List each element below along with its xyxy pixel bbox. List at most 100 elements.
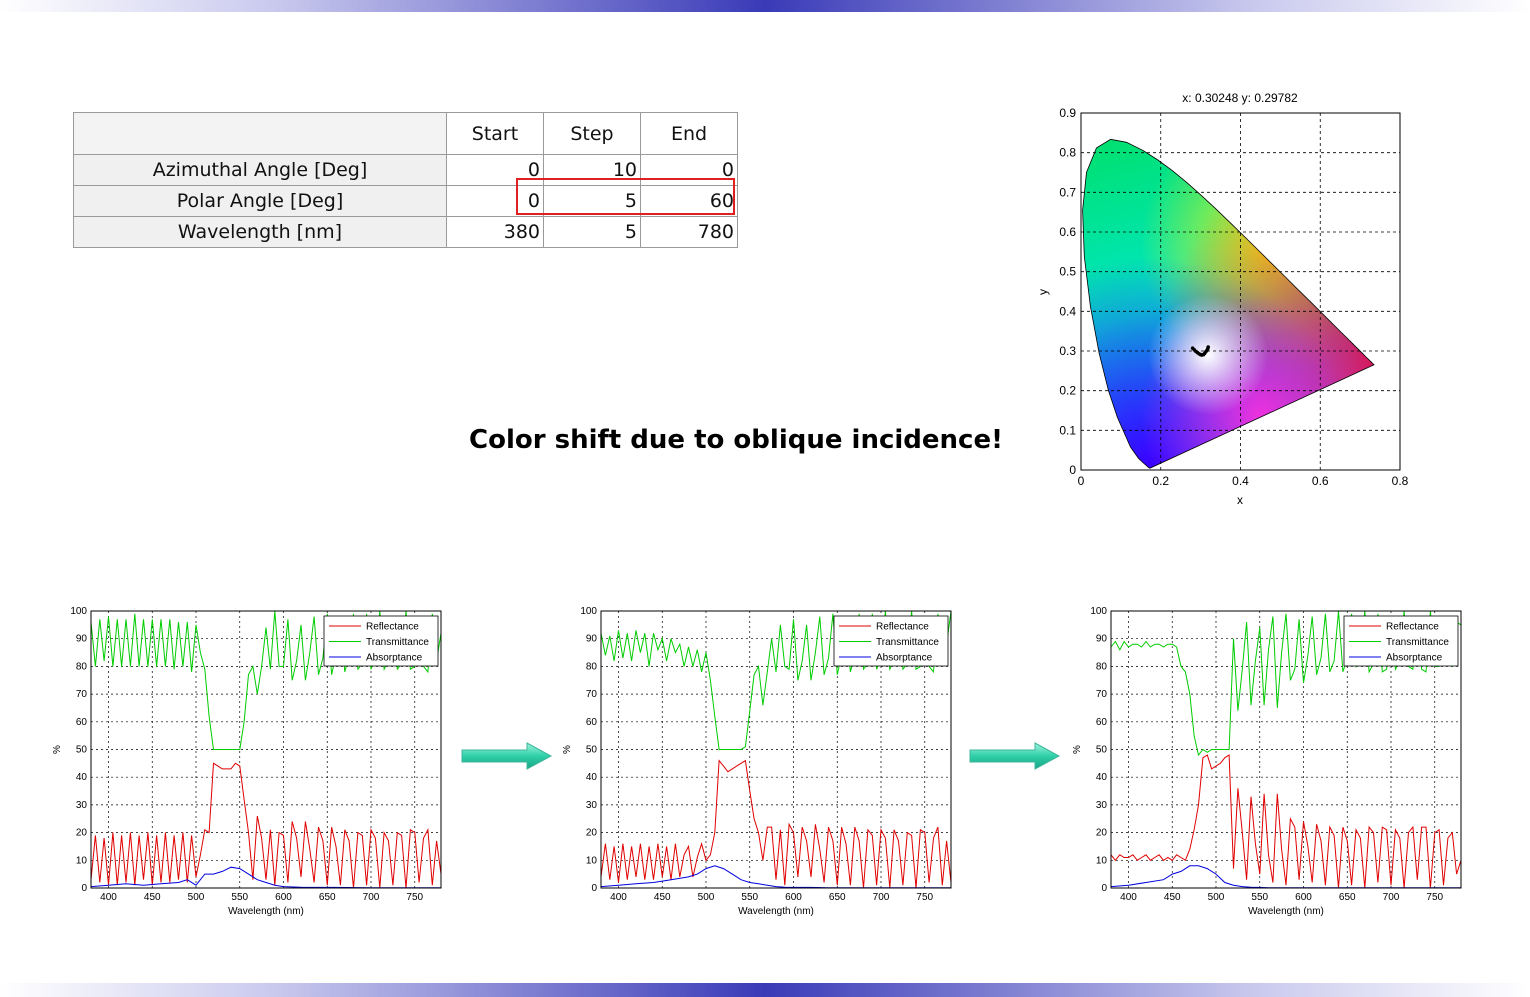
y-tick-label: 60 <box>1096 717 1108 728</box>
axes-frame <box>90 610 442 889</box>
x-tick-label: 650 <box>829 892 846 903</box>
azimuthal-end-cell[interactable]: 0 <box>640 154 738 186</box>
cie-x-tick-label: 0.4 <box>1232 474 1249 488</box>
parameter-table: Start Step End Azimuthal Angle [Deg] 0 1… <box>73 112 738 248</box>
cie-y-tick-label: 0.1 <box>1059 423 1076 437</box>
y-axis-label: % <box>52 745 63 754</box>
x-tick-label: 600 <box>1295 892 1312 903</box>
chromaticity-point <box>1206 345 1211 349</box>
legend-entry: Transmittance <box>876 637 939 648</box>
y-tick-label: 70 <box>586 689 598 700</box>
cie-x-tick-label: 0.2 <box>1152 474 1169 488</box>
x-tick-label: 400 <box>100 892 117 903</box>
x-tick-label: 550 <box>1251 892 1268 903</box>
legend-entry: Transmittance <box>1386 637 1449 648</box>
x-tick-label: 700 <box>363 892 380 903</box>
azimuthal-step-cell[interactable]: 10 <box>543 154 641 186</box>
y-tick-label: 90 <box>76 634 88 645</box>
cie-chart-title: x: 0.30248 y: 0.29782 <box>1182 91 1298 105</box>
x-axis-label: Wavelength (nm) <box>738 906 814 917</box>
x-axis-label: Wavelength (nm) <box>1248 906 1324 917</box>
y-tick-label: 100 <box>70 606 87 617</box>
wavelength-step-cell[interactable]: 5 <box>543 216 641 248</box>
y-tick-label: 50 <box>586 745 598 756</box>
y-tick-label: 90 <box>1096 634 1108 645</box>
legend: Reflectance Transmittance Absorptance <box>1343 615 1459 667</box>
cie-y-tick-label: 0.7 <box>1059 185 1076 199</box>
y-tick-label: 30 <box>76 800 88 811</box>
y-tick-label: 0 <box>81 883 87 894</box>
table-row: Wavelength [nm] 380 5 780 <box>73 216 738 248</box>
color-shift-message: Color shift due to oblique incidence! <box>469 425 1003 455</box>
x-tick-label: 700 <box>1383 892 1400 903</box>
row-label-polar: Polar Angle [Deg] <box>73 185 447 217</box>
cie-chromaticity-chart: 0 0.2 0.4 0.6 0.8 0 0.1 0.2 0.3 0.4 0.5 0.6 0.7 0.8 0.… <box>1036 91 1409 507</box>
x-tick-label: 750 <box>916 892 933 903</box>
polar-start-cell[interactable]: 0 <box>446 185 544 217</box>
cie-y-tick-label: 0.8 <box>1059 146 1076 160</box>
spectrum-plot-3: 400 450 500 550 600 650 700 750 0 10 20 30 40 50 60 70 8… <box>1072 606 1462 917</box>
polar-end-cell[interactable]: 60 <box>640 185 738 217</box>
y-tick-label: 40 <box>1096 772 1108 783</box>
x-tick-label: 550 <box>741 892 758 903</box>
column-header-start: Start <box>446 112 544 155</box>
y-tick-label: 50 <box>76 745 88 756</box>
cie-y-tick-label: 0.9 <box>1059 106 1076 120</box>
y-tick-label: 20 <box>586 828 598 839</box>
legend-entry: Reflectance <box>1386 622 1439 633</box>
polar-step-cell[interactable]: 5 <box>543 185 641 217</box>
cie-y-tick-label: 0.3 <box>1059 344 1076 358</box>
x-tick-label: 650 <box>1339 892 1356 903</box>
x-tick-label: 700 <box>873 892 890 903</box>
cie-x-axis-label: x <box>1237 493 1243 507</box>
wavelength-end-cell[interactable]: 780 <box>640 216 738 248</box>
top-accent-band <box>0 0 1530 12</box>
x-tick-label: 450 <box>144 892 161 903</box>
series-line-reflectance <box>601 759 951 888</box>
cie-x-tick-label: 0 <box>1078 474 1085 488</box>
legend-entry: Transmittance <box>366 637 429 648</box>
spectrum-plot-2: 400 450 500 550 600 650 700 750 0 10 20 30 40 50 60 70 8… <box>562 606 952 917</box>
spectrum-plot-1: 400 450 500 550 600 650 700 750 0 10 20 30 40 50 60 70 8… <box>52 606 442 917</box>
x-tick-label: 550 <box>231 892 248 903</box>
y-tick-label: 20 <box>1096 828 1108 839</box>
y-tick-label: 80 <box>1096 661 1108 672</box>
table-row: Azimuthal Angle [Deg] 0 10 0 <box>73 154 738 186</box>
cie-y-tick-label: 0.4 <box>1059 304 1076 318</box>
y-axis-label: % <box>562 745 573 754</box>
y-tick-label: 70 <box>1096 689 1108 700</box>
bottom-accent-band <box>0 983 1530 997</box>
x-tick-label: 750 <box>1426 892 1443 903</box>
y-tick-label: 10 <box>1096 855 1108 866</box>
y-tick-label: 30 <box>1096 800 1108 811</box>
x-tick-label: 500 <box>188 892 205 903</box>
x-tick-label: 500 <box>1208 892 1225 903</box>
azimuthal-start-cell[interactable]: 0 <box>446 154 544 186</box>
x-tick-label: 400 <box>1120 892 1137 903</box>
legend-entry: Reflectance <box>876 622 929 633</box>
legend: Reflectance Transmittance Absorptance <box>833 615 949 667</box>
wavelength-start-cell[interactable]: 380 <box>446 216 544 248</box>
legend-entry: Reflectance <box>366 622 419 633</box>
x-tick-label: 650 <box>319 892 336 903</box>
x-tick-label: 450 <box>1164 892 1181 903</box>
series-line-reflectance <box>1111 754 1461 888</box>
x-tick-label: 500 <box>698 892 715 903</box>
x-tick-label: 400 <box>610 892 627 903</box>
right-arrow-icon <box>969 742 1061 770</box>
y-tick-label: 80 <box>586 661 598 672</box>
axes-frame <box>600 610 952 889</box>
y-axis-label: % <box>1072 745 1083 754</box>
right-arrow-icon <box>461 742 553 770</box>
y-tick-label: 0 <box>1101 883 1107 894</box>
legend: Reflectance Transmittance Absorptance <box>323 615 439 667</box>
cie-y-tick-label: 0.5 <box>1059 265 1076 279</box>
y-tick-label: 10 <box>586 855 598 866</box>
cie-y-tick-label: 0 <box>1069 463 1076 477</box>
cie-x-tick-label: 0.6 <box>1312 474 1329 488</box>
cie-axes-frame <box>1080 112 1401 471</box>
row-label-wavelength: Wavelength [nm] <box>73 216 447 248</box>
y-tick-label: 30 <box>586 800 598 811</box>
x-tick-label: 600 <box>785 892 802 903</box>
cie-y-tick-label: 0.2 <box>1059 384 1076 398</box>
